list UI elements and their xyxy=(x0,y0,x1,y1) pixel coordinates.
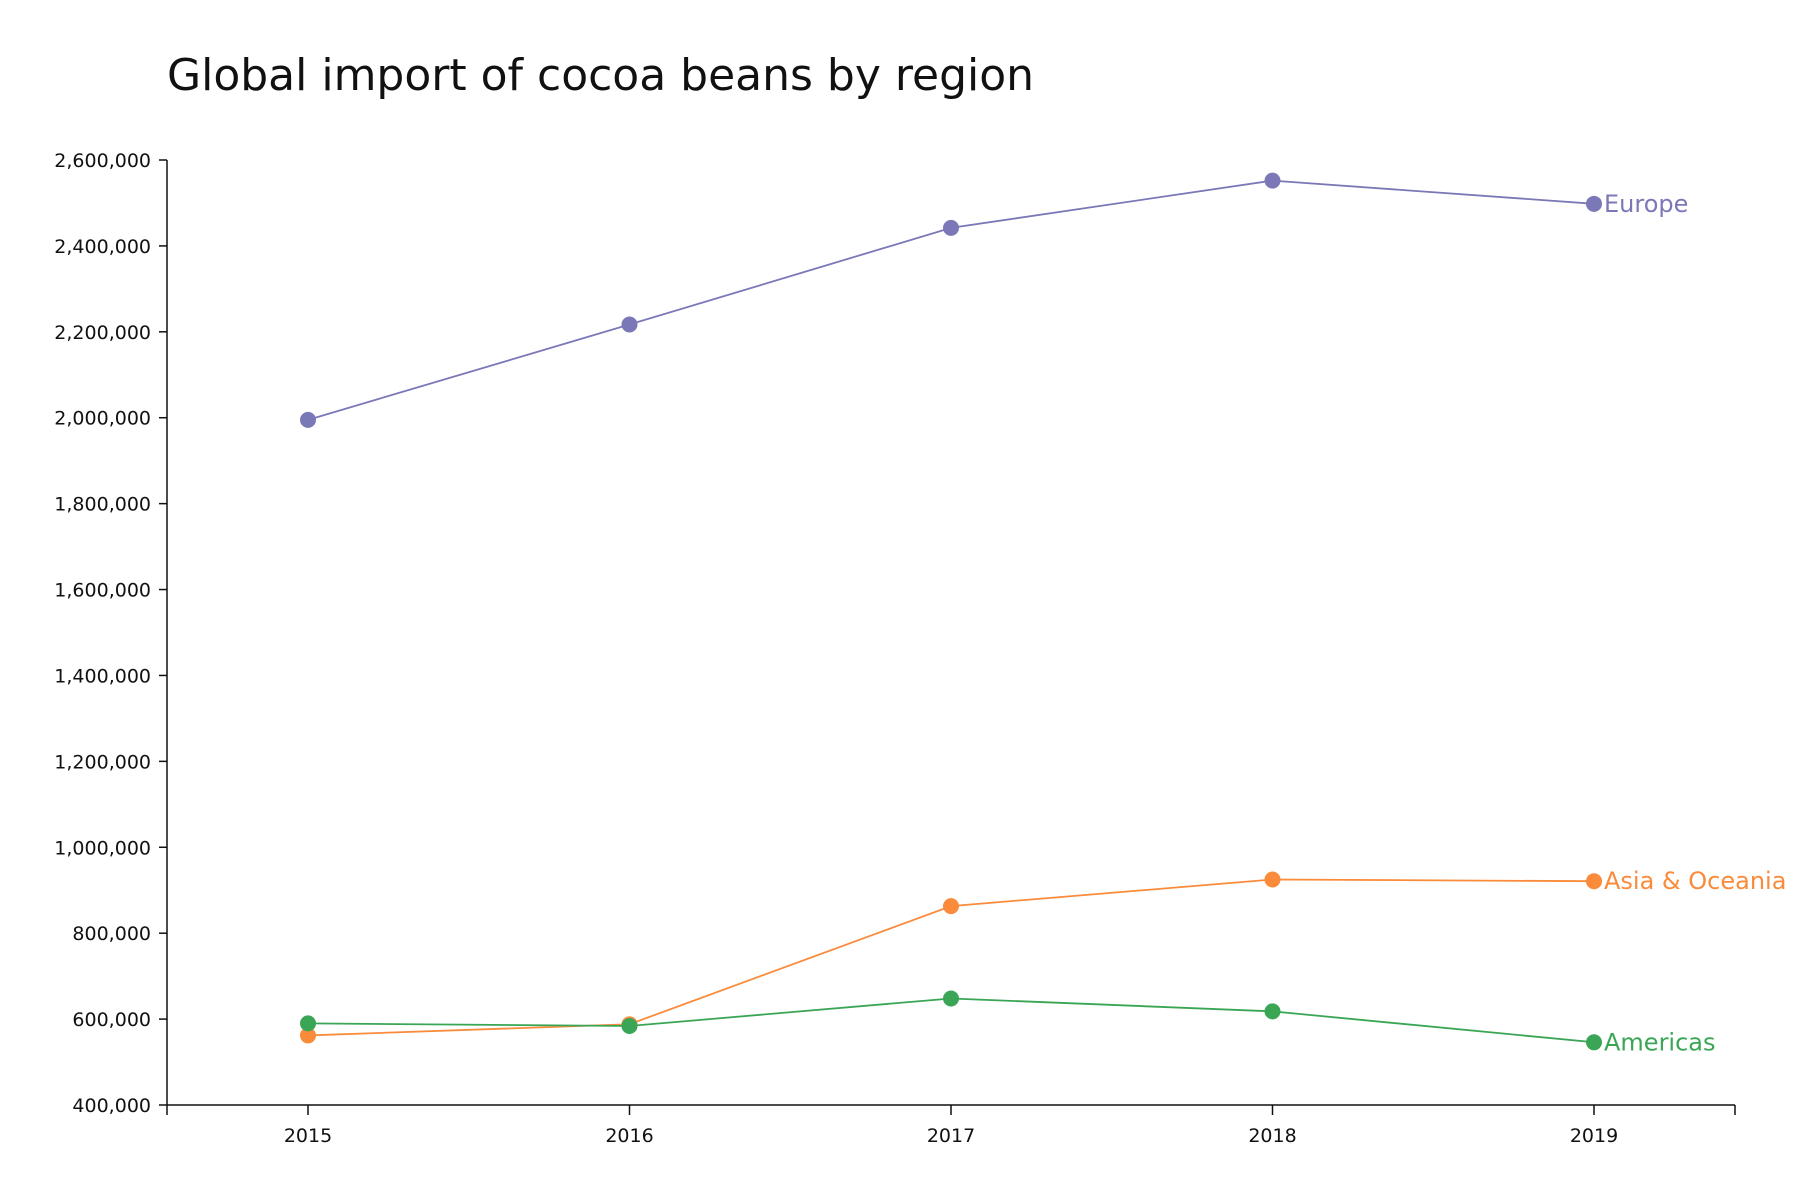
x-tick-label: 2015 xyxy=(284,1125,332,1147)
y-tick-label: 1,600,000 xyxy=(54,580,151,602)
y-tick-label: 400,000 xyxy=(72,1095,151,1117)
chart-title: Global import of cocoa beans by region xyxy=(167,50,1035,101)
y-tick-label: 2,000,000 xyxy=(54,408,151,430)
x-axis: 2015 2016 2017 2018 2019 xyxy=(166,1104,1736,1147)
y-tick-label: 2,400,000 xyxy=(54,236,151,258)
series-layer: Europe Asia & Oceania Americas xyxy=(300,172,1786,1056)
series-label: Americas xyxy=(1604,1028,1716,1056)
series-label: Europe xyxy=(1604,190,1688,218)
series-asia-oceania: Asia & Oceania xyxy=(300,867,1786,1044)
y-axis: 400,000 600,000 800,000 1,000,000 1,200,000 1… xyxy=(54,150,168,1117)
y-tick-label: 1,400,000 xyxy=(54,665,151,687)
y-tick-label: 2,600,000 xyxy=(54,150,151,172)
data-point xyxy=(1264,1003,1281,1020)
series-label: Asia & Oceania xyxy=(1604,867,1786,895)
data-point xyxy=(1586,1034,1602,1051)
y-tick-label: 600,000 xyxy=(72,1009,151,1031)
data-point xyxy=(943,990,959,1007)
x-tick-label: 2017 xyxy=(927,1125,975,1147)
y-tick-label: 800,000 xyxy=(72,923,151,945)
data-point xyxy=(621,316,638,333)
data-point xyxy=(943,898,959,915)
x-tick-label: 2016 xyxy=(605,1125,653,1147)
series-line xyxy=(307,179,1595,421)
series-europe: Europe xyxy=(300,172,1688,428)
data-point xyxy=(943,219,959,236)
y-tick-label: 1,800,000 xyxy=(54,494,151,516)
data-point xyxy=(1586,195,1602,212)
y-tick-label: 1,000,000 xyxy=(54,837,151,859)
x-tick-label: 2018 xyxy=(1248,1125,1296,1147)
y-tick-label: 2,200,000 xyxy=(54,322,151,344)
data-point xyxy=(300,411,316,428)
data-point xyxy=(1264,172,1281,189)
x-tick-label: 2019 xyxy=(1570,1125,1618,1147)
y-tick-label: 1,200,000 xyxy=(54,751,151,773)
data-point xyxy=(1264,871,1281,888)
series-americas: Americas xyxy=(300,990,1716,1056)
data-point xyxy=(300,1027,316,1044)
data-point xyxy=(1586,873,1602,890)
data-point xyxy=(300,1015,316,1032)
data-point xyxy=(621,1017,638,1034)
